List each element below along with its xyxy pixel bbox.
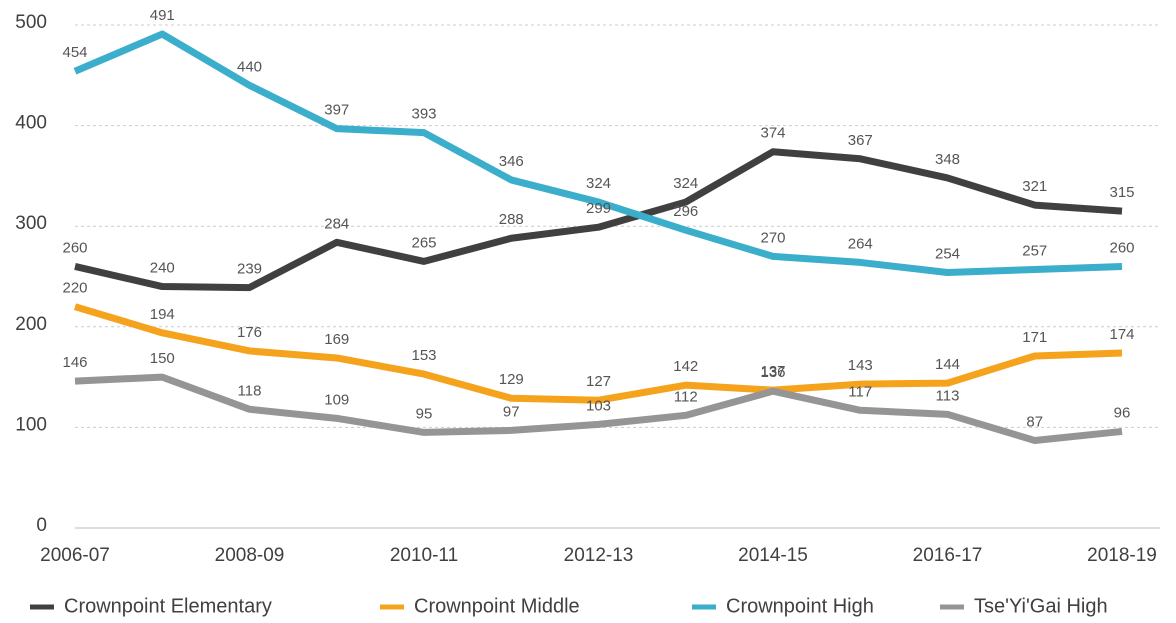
data-label: 393 [411, 106, 436, 123]
data-label: 315 [1109, 184, 1134, 201]
data-label: 109 [324, 391, 349, 408]
data-label: 87 [1026, 413, 1043, 430]
data-label: 260 [1109, 239, 1134, 256]
data-label: 239 [237, 261, 262, 278]
data-label: 254 [935, 245, 960, 262]
data-label: 265 [411, 234, 436, 251]
data-label: 96 [1114, 404, 1131, 421]
data-label: 129 [499, 371, 524, 388]
data-label: 113 [936, 387, 960, 404]
y-tick-label: 0 [36, 515, 47, 536]
data-label: 374 [760, 125, 785, 142]
data-label: 137 [760, 363, 785, 380]
data-label: 264 [848, 235, 873, 252]
data-label: 117 [848, 383, 872, 400]
data-label: 220 [62, 280, 87, 297]
data-label: 288 [499, 211, 524, 228]
series-line [74, 148, 1123, 292]
data-label: 127 [586, 373, 611, 390]
x-tick-label: 2018-19 [1087, 545, 1157, 566]
y-tick-label: 100 [15, 414, 47, 435]
data-label: 454 [62, 44, 87, 61]
data-label: 397 [324, 102, 349, 119]
data-label: 270 [760, 229, 785, 246]
legend-label: Crownpoint High [726, 595, 874, 617]
series-line [74, 373, 1123, 444]
data-label: 146 [62, 354, 87, 371]
data-label: 112 [674, 388, 698, 405]
y-tick-label: 300 [15, 213, 47, 234]
data-label: 97 [503, 403, 520, 420]
series-line [73, 303, 1123, 404]
data-label: 171 [1022, 329, 1047, 346]
legend-label: Crownpoint Middle [414, 595, 580, 617]
data-label: 440 [237, 58, 262, 75]
series-line [73, 30, 1123, 276]
data-label: 95 [416, 405, 433, 422]
data-label: 144 [935, 356, 960, 373]
y-tick-label: 500 [15, 12, 47, 33]
data-label: 142 [673, 358, 698, 375]
x-tick-label: 2014-15 [738, 545, 808, 566]
legend-label: Tse'Yi'Gai High [974, 595, 1108, 617]
data-label: 284 [324, 215, 349, 232]
data-label: 240 [150, 260, 175, 277]
data-label: 324 [586, 175, 611, 192]
x-tick-label: 2012-13 [564, 545, 634, 566]
data-label: 118 [238, 382, 262, 399]
data-label: 150 [150, 350, 175, 367]
data-label: 346 [499, 153, 524, 170]
data-label: 321 [1022, 178, 1047, 195]
data-label: 257 [1022, 242, 1047, 259]
data-label: 174 [1109, 326, 1134, 343]
data-label: 136 [760, 364, 785, 381]
data-label: 260 [62, 239, 87, 256]
data-label: 299 [586, 200, 611, 217]
x-tick-label: 2008-09 [215, 545, 285, 566]
data-label: 194 [150, 306, 175, 323]
data-label: 153 [411, 347, 436, 364]
data-label: 143 [848, 357, 873, 374]
x-tick-label: 2010-11 [390, 545, 458, 566]
data-label: 324 [673, 175, 698, 192]
data-label: 491 [150, 7, 175, 24]
legend-label: Crownpoint Elementary [64, 595, 272, 617]
data-label: 296 [673, 203, 698, 220]
data-label: 367 [848, 132, 873, 149]
x-tick-label: 2006-07 [40, 545, 110, 566]
data-label: 176 [237, 324, 262, 341]
y-tick-label: 200 [15, 314, 47, 335]
x-tick-label: 2016-17 [913, 545, 983, 566]
y-tick-label: 400 [15, 113, 47, 134]
data-label: 103 [586, 397, 611, 414]
data-label: 169 [324, 331, 349, 348]
data-label: 348 [935, 151, 960, 168]
